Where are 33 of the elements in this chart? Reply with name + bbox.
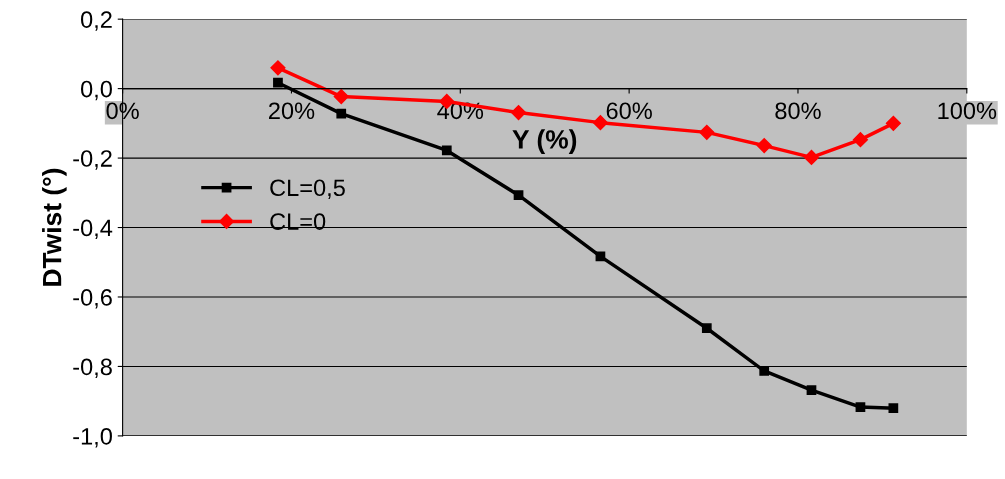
y-tick-label: -0,8 (73, 358, 112, 379)
point (273, 77, 283, 88)
point (270, 60, 286, 76)
point (592, 115, 608, 131)
y-tick-label: -0,4 (73, 219, 113, 240)
x-tick-label: 100% (938, 102, 997, 120)
point (595, 251, 606, 262)
point (888, 403, 899, 413)
point (885, 115, 901, 131)
y-tick-label: 0,2 (80, 11, 112, 31)
x-axis-title: Y (%) (512, 129, 577, 154)
legend-label: CL=0,5 (270, 179, 345, 199)
x-tick-label: 20% (269, 102, 315, 120)
point (333, 89, 349, 105)
point (759, 366, 770, 376)
point (336, 108, 347, 119)
point (441, 145, 452, 156)
point (852, 132, 869, 148)
point (701, 323, 712, 334)
y-tick-label: -0,6 (73, 289, 112, 309)
point (699, 124, 715, 140)
x-tick-label: 60% (606, 102, 652, 120)
point (756, 137, 772, 154)
y-tick-label: -0,2 (73, 150, 112, 170)
x-tick-label: 80% (775, 102, 821, 120)
point (510, 105, 527, 121)
point (806, 385, 817, 395)
point (513, 190, 524, 201)
point (803, 149, 820, 165)
y-axis-title: DTwist (°) (42, 168, 67, 286)
y-tick-label: -1,0 (73, 427, 112, 448)
y-tick-label: 0,0 (80, 80, 112, 101)
point (855, 402, 866, 412)
